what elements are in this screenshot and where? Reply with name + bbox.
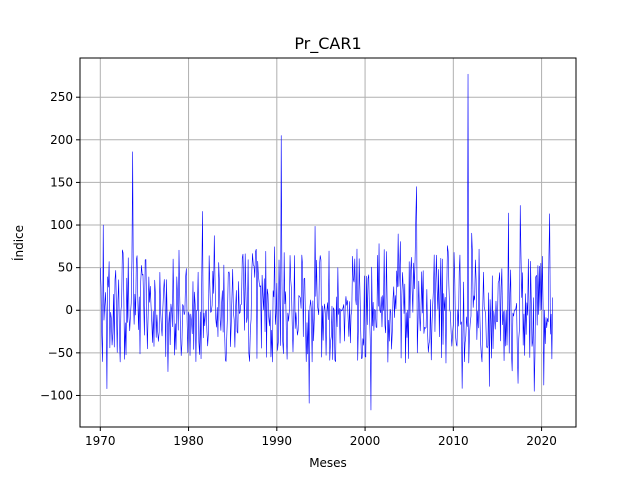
series-line bbox=[100, 73, 553, 411]
x-tick-label: 2000 bbox=[350, 434, 381, 448]
tick-layer: 1970 1980 1990 2000 2010 2020 −100 −50 0 50 100 150… bbox=[40, 90, 557, 448]
x-axis-label: Meses bbox=[309, 456, 347, 470]
series-layer bbox=[100, 73, 553, 411]
y-tick-label: 100 bbox=[50, 218, 73, 232]
x-tick-label: 1990 bbox=[262, 434, 293, 448]
x-tick-label: 2010 bbox=[438, 434, 469, 448]
x-tick-label: 2020 bbox=[526, 434, 557, 448]
y-tick-label: 0 bbox=[65, 303, 73, 317]
chart-title: Pr_CAR1 bbox=[294, 34, 361, 54]
y-tick-label: 250 bbox=[50, 90, 73, 104]
y-tick-label: −50 bbox=[48, 346, 73, 360]
y-tick-label: 200 bbox=[50, 133, 73, 147]
y-axis-label: Índice bbox=[11, 225, 26, 261]
x-tick-label: 1980 bbox=[173, 434, 204, 448]
x-tick-label: 1970 bbox=[85, 434, 116, 448]
y-tick-label: 50 bbox=[58, 261, 73, 275]
y-tick-label: 150 bbox=[50, 175, 73, 189]
grid-layer bbox=[80, 58, 576, 427]
plot-frame bbox=[79, 57, 577, 428]
y-tick-label: −100 bbox=[40, 388, 73, 402]
